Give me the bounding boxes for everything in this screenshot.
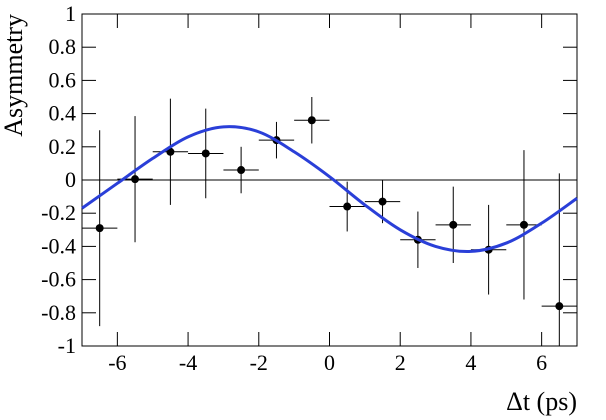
y-tick-label: 0.6 xyxy=(49,67,77,92)
y-tick-label: 0.2 xyxy=(49,134,77,159)
y-tick-label: -0.4 xyxy=(41,233,76,258)
y-tick-label: -1 xyxy=(58,333,76,358)
x-tick-label: 0 xyxy=(324,350,335,375)
x-tick-label: -2 xyxy=(250,350,268,375)
x-tick-label: 6 xyxy=(536,350,547,375)
x-tick-label: -6 xyxy=(108,350,126,375)
data-point xyxy=(237,166,246,175)
y-tick-label: 1 xyxy=(65,1,76,26)
y-tick-label: 0.8 xyxy=(49,34,77,59)
x-axis-label: Δt (ps) xyxy=(506,387,577,416)
data-point xyxy=(555,302,564,311)
data-point xyxy=(95,224,104,233)
y-axis-label: Asymmetry xyxy=(0,14,28,137)
fit-curve xyxy=(81,125,578,253)
data-point xyxy=(519,220,528,229)
x-tick-label: 2 xyxy=(395,350,406,375)
data-point xyxy=(449,220,458,229)
y-tick-label: 0 xyxy=(65,167,76,192)
y-tick-label: -0.6 xyxy=(41,267,76,292)
x-tick-label: 4 xyxy=(465,350,476,375)
data-point xyxy=(378,197,387,206)
data-point xyxy=(131,175,140,184)
data-point xyxy=(201,149,210,158)
y-tick-label: 0.4 xyxy=(49,101,77,126)
y-tick-label: -0.8 xyxy=(41,300,76,325)
y-tick-label: -0.2 xyxy=(41,200,76,225)
data-point xyxy=(307,116,316,125)
x-tick-label: -4 xyxy=(179,350,197,375)
data-point xyxy=(343,202,352,211)
